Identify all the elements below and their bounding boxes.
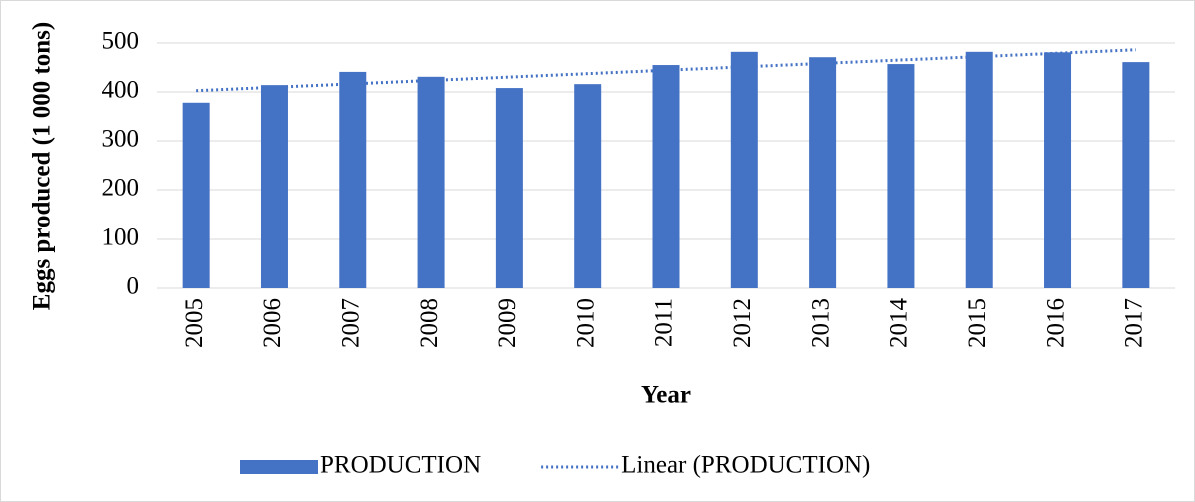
legend-label: Linear (PRODUCTION)	[621, 452, 870, 479]
x-axis-title: Year	[641, 382, 691, 409]
x-tick-label: 2010	[572, 298, 599, 348]
bar	[417, 76, 445, 288]
x-tick-label: 2008	[416, 298, 443, 348]
x-tick-label: 2017	[1121, 298, 1148, 348]
bar	[574, 84, 602, 288]
bar	[339, 71, 367, 288]
x-tick-label: 2007	[338, 298, 365, 348]
bar	[730, 51, 758, 288]
y-tick-label: 500	[102, 28, 140, 55]
x-tick-label: 2016	[1042, 298, 1069, 348]
bar	[652, 65, 680, 288]
y-tick-label: 100	[102, 224, 140, 251]
bar	[1044, 52, 1072, 289]
y-axis-title: Eggs produced (1 000 tons)	[29, 22, 56, 310]
x-tick-label: 2014	[886, 298, 913, 349]
x-tick-label: 2011	[651, 298, 678, 347]
x-tick-label: 2005	[181, 298, 208, 348]
bar	[965, 51, 993, 288]
bar	[887, 64, 915, 288]
bar	[495, 88, 523, 288]
x-tick-label: 2013	[807, 298, 834, 348]
legend-swatch	[240, 460, 318, 474]
bar	[182, 102, 210, 288]
x-tick-label: 2009	[494, 298, 521, 348]
bar	[809, 57, 837, 289]
y-tick-label: 0	[127, 273, 140, 300]
bar	[260, 85, 288, 288]
x-tick-label: 2015	[964, 298, 991, 348]
trend-line	[196, 48, 1136, 93]
x-tick-label: 2012	[729, 298, 756, 348]
x-tick-label: 2006	[259, 298, 286, 348]
legend-label: PRODUCTION	[320, 452, 481, 479]
y-tick-label: 400	[102, 77, 140, 104]
y-tick-label: 300	[102, 126, 140, 153]
y-tick-label: 200	[102, 175, 140, 202]
bar	[1122, 62, 1150, 288]
